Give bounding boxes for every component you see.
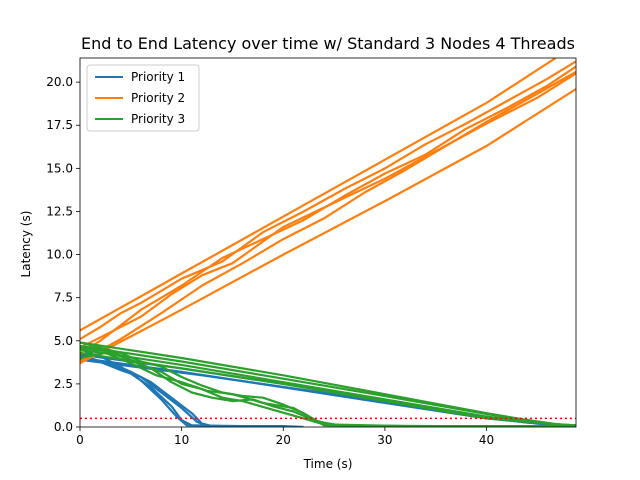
series-2-line-4 — [80, 72, 576, 349]
series-2-line-6 — [80, 88, 576, 365]
series-2-line-5 — [80, 70, 576, 363]
series-2-line-2 — [80, 60, 576, 341]
series-3-line-8 — [80, 351, 576, 427]
axes: 0 10 20 30 40 0.0 2.5 5.0 7.5 10.0 12.5 15.0 17.5 20.… — [46, 57, 577, 447]
legend-label: Priority 2 — [131, 91, 185, 105]
chart-title: End to End Latency over time w/ Standard… — [81, 34, 575, 53]
legend-label: Priority 1 — [131, 70, 185, 84]
x-tick-label: 20 — [276, 433, 291, 447]
y-axis-label: Latency (s) — [19, 211, 33, 278]
legend-box — [86, 64, 200, 132]
series-3-line-4 — [80, 351, 487, 427]
legend: Priority 1 Priority 2 Priority 3 — [86, 64, 200, 132]
y-tick-label: 17.5 — [46, 118, 73, 132]
series-2-line-3 — [80, 65, 576, 354]
x-axis-label: Time (s) — [303, 457, 353, 471]
y-tick-label: 2.5 — [54, 377, 73, 391]
series-1-line-4 — [80, 356, 284, 427]
x-tick-label: 40 — [479, 433, 494, 447]
y-tick-label: 0.0 — [54, 420, 73, 434]
axes-frame — [79, 57, 577, 428]
y-tick-label: 12.5 — [46, 204, 73, 218]
series-2 — [80, 58, 576, 365]
x-tick-label: 0 — [76, 433, 84, 447]
y-tick-label: 15.0 — [46, 161, 73, 175]
y-tick-label: 10.0 — [46, 248, 73, 262]
x-tick-label: 10 — [174, 433, 189, 447]
x-tick-label: 30 — [377, 433, 392, 447]
y-tick-label: 20.0 — [46, 75, 73, 89]
series-2-line-1 — [80, 58, 557, 332]
series-3-line-3 — [80, 348, 576, 427]
series-3-line-6 — [80, 344, 558, 426]
legend-label: Priority 3 — [131, 112, 185, 126]
y-tick-label: 5.0 — [54, 334, 73, 348]
y-tick-label: 7.5 — [54, 291, 73, 305]
